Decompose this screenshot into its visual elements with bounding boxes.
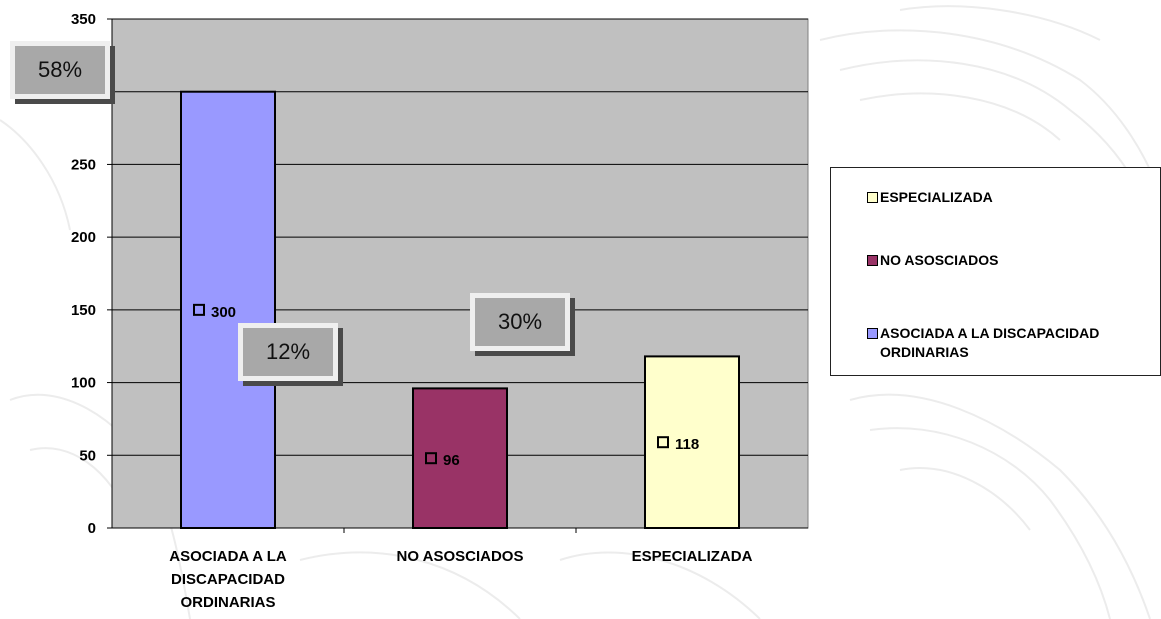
legend-label: ESPECIALIZADA [880,188,993,207]
legend-label: ASOCIADA A LA DISCAPACIDAD ORDINARIAS [880,324,1099,362]
y-tick-label: 350 [71,11,96,28]
x-tick-label: ESPECIALIZADA [632,548,753,565]
legend-swatch [867,328,878,339]
y-tick-label: 100 [71,375,96,392]
data-labels: 300 96 118 [193,303,699,469]
data-label-marker [425,452,437,465]
data-label: 96 [443,452,460,469]
y-tick-label: 250 [71,156,96,173]
bar [644,355,740,529]
data-label-marker [657,436,669,449]
bar [412,387,508,530]
legend: ESPECIALIZADA NO ASOSCIADOS ASOCIADA A L… [830,167,1161,376]
legend-label-line: NO ASOSCIADOS [880,252,999,268]
y-tick-label: 150 [71,302,96,319]
data-label: 118 [675,436,699,453]
x-tick-label: DISCAPACIDAD [171,571,285,588]
legend-label-line: ESPECIALIZADA [880,189,993,205]
y-tick-label: 50 [79,447,96,464]
x-tick-label: ASOCIADA A LA [169,548,287,565]
percent-annotation: 58% [10,41,110,99]
percent-annotation: 30% [470,293,570,351]
axes [107,18,808,533]
data-label: 300 [211,304,236,321]
bars [180,90,740,530]
legend-label-line: ORDINARIAS [880,344,969,360]
x-tick-label: ORDINARIAS [180,594,275,611]
legend-swatch [867,192,878,203]
legend-label-line: ASOCIADA A LA DISCAPACIDAD [880,325,1100,341]
bar [180,90,276,529]
y-tick-label: 200 [71,229,96,246]
x-tick-label: NO ASOSCIADOS [397,548,524,565]
data-label-marker [193,303,205,316]
legend-item-no-asosciados: NO ASOSCIADOS [867,251,999,270]
legend-item-asociada: ASOCIADA A LA DISCAPACIDAD ORDINARIAS [867,324,1099,362]
percent-annotation: 12% [238,323,338,381]
y-tick-label: 0 [88,520,96,537]
x-tick-labels: ASOCIADA A LA DISCAPACIDAD ORDINARIAS NO AS… [169,548,752,611]
legend-swatch [867,255,878,266]
legend-item-especializada: ESPECIALIZADA [867,188,993,207]
legend-label: NO ASOSCIADOS [880,251,999,270]
